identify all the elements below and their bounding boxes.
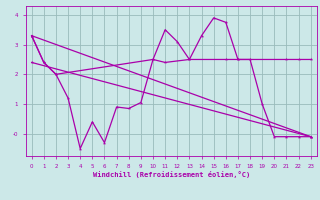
X-axis label: Windchill (Refroidissement éolien,°C): Windchill (Refroidissement éolien,°C) — [92, 171, 250, 178]
